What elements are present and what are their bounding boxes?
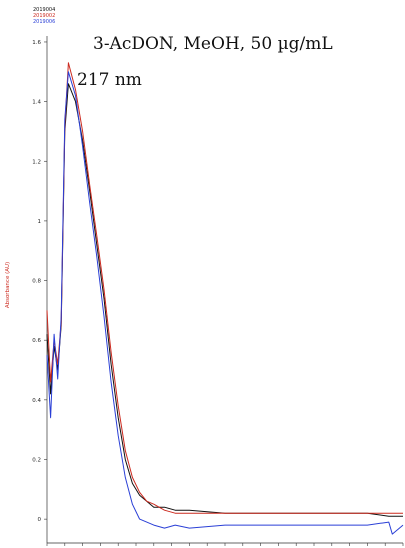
series-line-2 [46,71,404,535]
legend: 2019004 2019002 2019006 [33,7,55,25]
legend-entry-0: 2019004 [33,7,55,13]
x-ticks [46,543,404,546]
y-tick-label: 1.4 [32,100,41,106]
wavelength-annotation: 217 nm [77,70,142,90]
legend-entry-2: 2019006 [33,19,55,25]
y-axis-label: Absorbance (AU) [5,262,11,308]
legend-entry-1: 2019002 [33,13,55,19]
series-line-0 [46,83,403,517]
chart-title: 3-AcDON, MeOH, 50 µg/mL [93,34,333,54]
y-tick-label: 0.8 [32,279,41,285]
series-lines [46,62,404,535]
y-tick-label: 0.2 [32,457,41,463]
y-tick-label: 1 [38,219,42,225]
y-tick-label: 0.4 [32,398,41,404]
y-tick-label: 0.6 [32,338,41,344]
y-tick-label: 1.6 [32,40,41,46]
y-tick-label: 0 [38,517,42,523]
y-ticks: 0 0.2 0.4 0.6 0.8 1 1.2 1.4 1.6 [32,40,47,523]
y-tick-label: 1.2 [32,159,41,165]
